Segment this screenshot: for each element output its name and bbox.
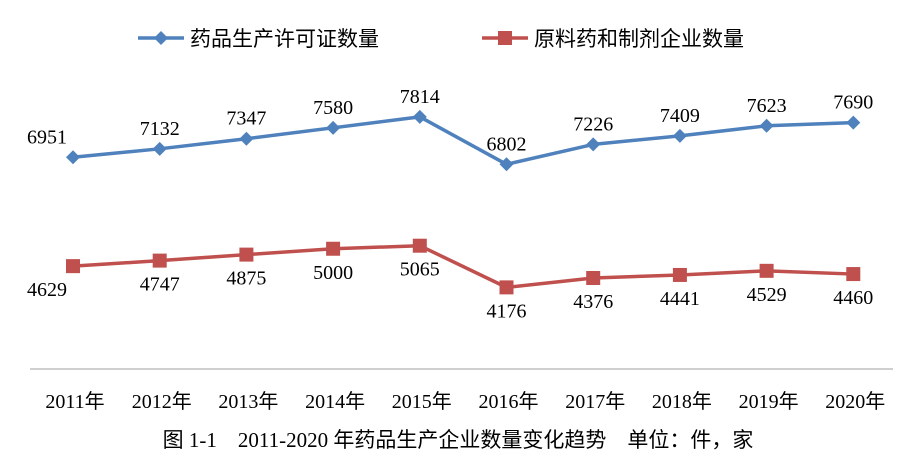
series-2: 4629 4747 4875 5000 5065 4176 4376 4441 4529 4460: [27, 238, 873, 322]
data-label: 7347: [226, 108, 266, 130]
legend-label: 药品生产许可证数量: [190, 27, 379, 51]
data-point: [152, 141, 167, 156]
data-label: 7132: [140, 118, 180, 140]
data-label: 6951: [27, 126, 67, 148]
x-tick-label: 2020年: [825, 390, 885, 413]
data-label: 4875: [226, 268, 266, 290]
data-label: 7690: [833, 92, 873, 114]
data-label: 5000: [313, 262, 353, 284]
legend-item: 原料药和制剂企业数量: [482, 27, 744, 51]
data-point: [66, 150, 80, 165]
series-1: 6951 7132 7347 7580 7814 6802 7226 7409 7623 7690: [27, 86, 873, 172]
data-label: 7226: [573, 113, 613, 135]
data-label: 4629: [27, 279, 67, 301]
x-axis-tick-labels: 2011年 2012年 2013年 2014年 2015年 2016年 2017年 2018年…: [45, 390, 885, 413]
legend-item: 药品生产许可证数量: [138, 27, 379, 51]
x-tick-label: 2015年: [392, 390, 452, 413]
data-point: [412, 109, 427, 124]
x-tick-label: 2017年: [565, 390, 625, 413]
data-point: [66, 259, 80, 274]
data-point: [499, 280, 514, 295]
data-point: [152, 253, 167, 268]
data-point: [239, 247, 254, 262]
x-tick-label: 2014年: [305, 390, 365, 413]
data-label: 6802: [487, 133, 527, 155]
data-point: [326, 120, 341, 135]
x-tick-label: 2016年: [479, 390, 539, 413]
data-point: [846, 267, 861, 282]
data-point: [326, 241, 341, 256]
x-tick-label: 2013年: [218, 390, 278, 413]
legend-marker-diamond: [154, 31, 168, 45]
data-point: [586, 137, 601, 152]
x-tick-label: 2011年: [45, 390, 104, 413]
data-label: 4747: [140, 274, 180, 296]
chart-title: 图 1-1 2011-2020 年药品生产企业数量变化趋势 单位：件，家: [163, 428, 754, 452]
data-point: [586, 271, 601, 285]
data-point: [499, 157, 514, 172]
legend-marker-square: [498, 31, 512, 45]
series-line: [72, 115, 854, 167]
data-point: [412, 238, 427, 253]
data-point: [672, 267, 687, 282]
x-tick-label: 2012年: [132, 390, 192, 413]
legend-label: 原料药和制剂企业数量: [534, 27, 744, 51]
series-line: [72, 243, 854, 290]
data-point: [239, 131, 254, 146]
data-point: [759, 263, 774, 278]
data-label: 7623: [747, 95, 787, 117]
data-label: 4529: [747, 284, 787, 306]
data-point: [846, 115, 861, 130]
x-tick-label: 2019年: [739, 390, 799, 413]
legend: 药品生产许可证数量 原料药和制剂企业数量: [138, 27, 744, 51]
data-label: 4441: [660, 288, 700, 310]
data-point: [672, 128, 687, 143]
data-label: 4376: [573, 291, 613, 313]
data-point: [759, 118, 774, 133]
data-label: 4176: [487, 300, 527, 322]
data-label: 5065: [400, 259, 440, 281]
data-label: 4460: [833, 287, 873, 309]
data-label: 7814: [400, 86, 440, 108]
x-tick-label: 2018年: [652, 390, 712, 413]
data-label: 7580: [313, 97, 353, 119]
series-layer: 6951 7132 7347 7580 7814 6802 7226 7409 7623 7690…: [27, 86, 873, 323]
data-label: 7409: [660, 105, 700, 127]
